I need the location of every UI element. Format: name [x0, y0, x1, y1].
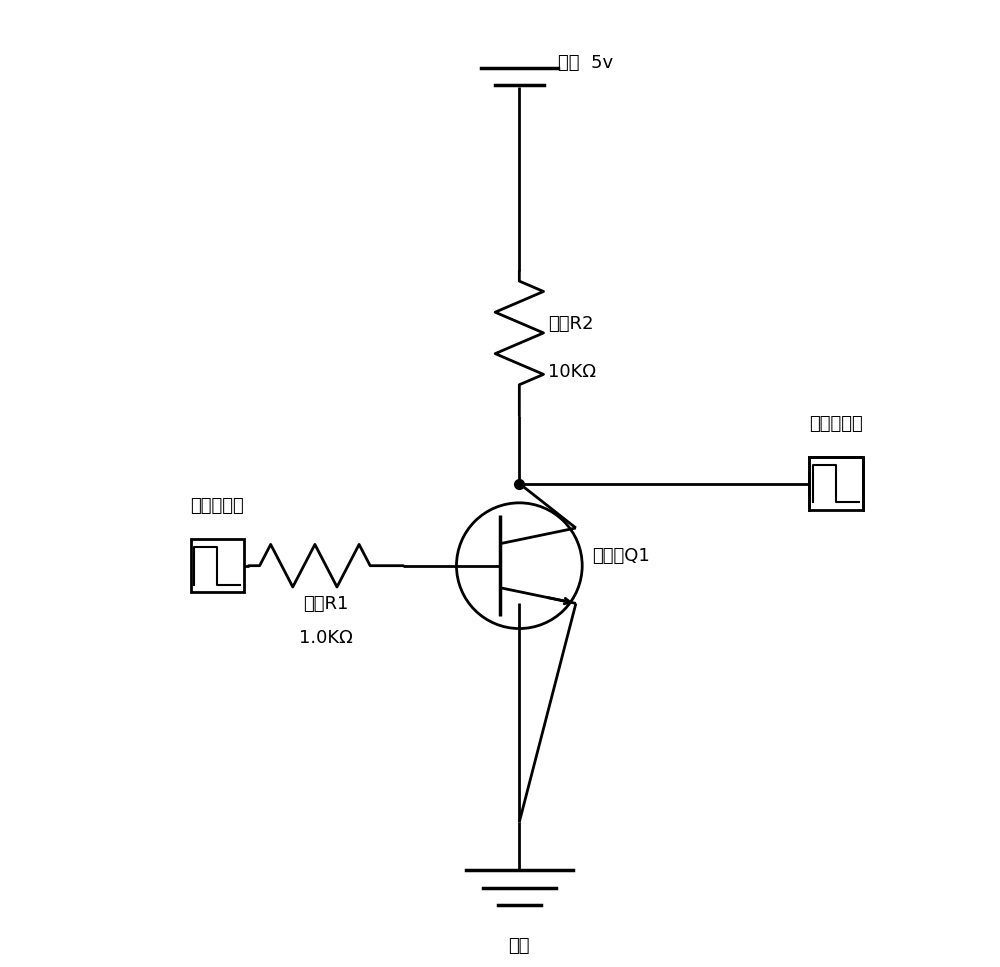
Text: 10KΩ: 10KΩ: [548, 364, 596, 381]
Text: 接地: 接地: [509, 937, 530, 955]
Text: 电平输入端: 电平输入端: [190, 497, 244, 514]
Text: 电源  5v: 电源 5v: [558, 54, 613, 72]
Text: 电平输出端: 电平输出端: [809, 415, 863, 433]
Text: 1.0KΩ: 1.0KΩ: [299, 629, 353, 647]
Text: 电阻R1: 电阻R1: [303, 595, 349, 613]
Bar: [191, 540, 244, 592]
Bar: [809, 457, 863, 511]
Text: 电阻R2: 电阻R2: [548, 315, 594, 333]
Text: 三极管Q1: 三极管Q1: [592, 547, 650, 565]
